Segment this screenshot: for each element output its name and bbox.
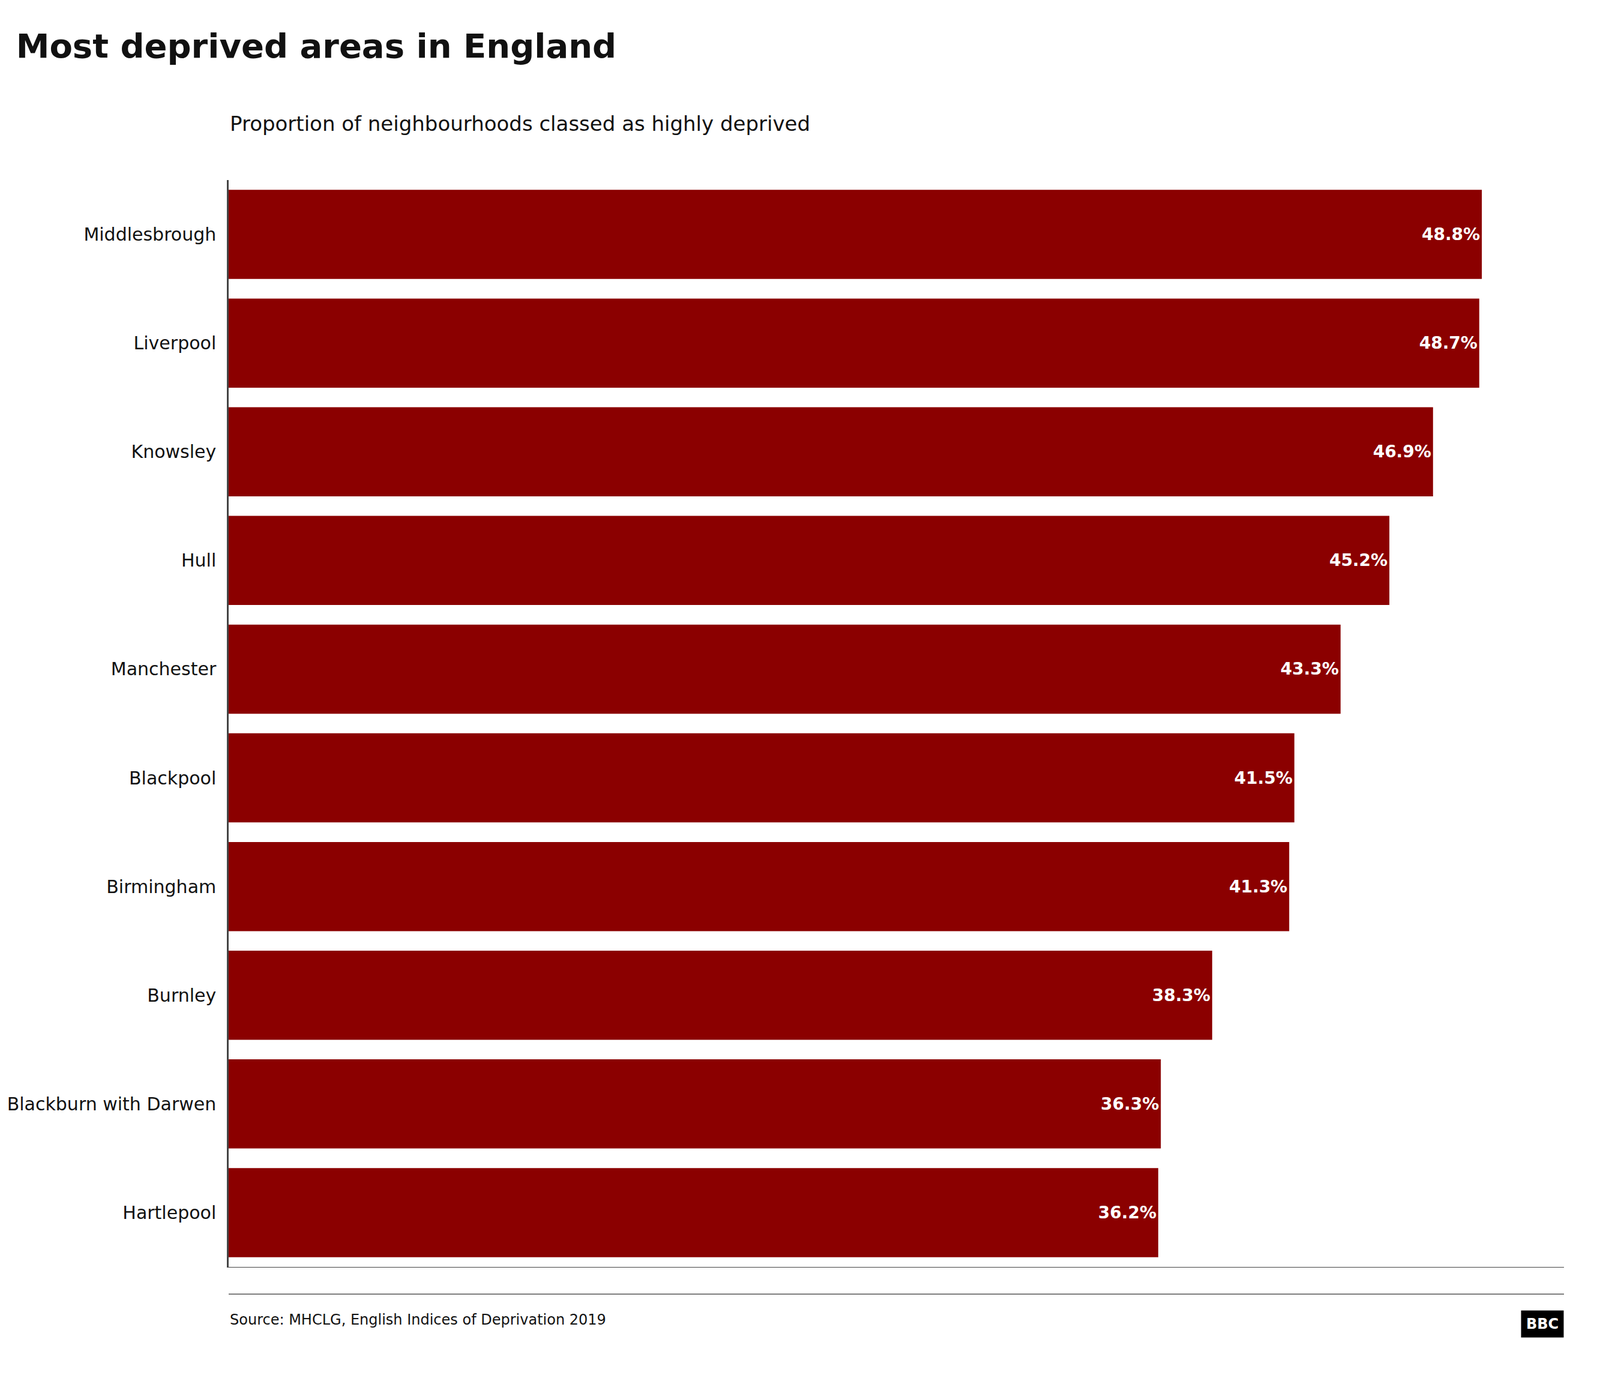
- svg-text:Birmingham: Birmingham: [106, 876, 217, 898]
- svg-text:36.2%: 36.2%: [1098, 1202, 1157, 1223]
- svg-text:41.5%: 41.5%: [1234, 768, 1293, 788]
- svg-text:Blackburn with Darwen: Blackburn with Darwen: [7, 1093, 217, 1115]
- svg-text:Proportion of neighbourhoods c: Proportion of neighbourhoods classed as …: [229, 111, 811, 136]
- svg-text:36.3%: 36.3%: [1100, 1094, 1159, 1114]
- svg-text:Liverpool: Liverpool: [133, 332, 217, 354]
- svg-text:38.3%: 38.3%: [1152, 985, 1211, 1006]
- svg-text:45.2%: 45.2%: [1329, 550, 1388, 571]
- svg-text:48.8%: 48.8%: [1421, 224, 1480, 245]
- svg-text:Hartlepool: Hartlepool: [122, 1202, 217, 1224]
- svg-text:Blackpool: Blackpool: [129, 767, 217, 789]
- svg-text:Most deprived areas in England: Most deprived areas in England: [16, 26, 617, 66]
- svg-text:43.3%: 43.3%: [1280, 658, 1339, 679]
- svg-text:Burnley: Burnley: [147, 984, 217, 1006]
- svg-text:Knowsley: Knowsley: [130, 441, 217, 463]
- svg-text:Source: MHCLG, English Indices: Source: MHCLG, English Indices of Depriv…: [229, 1311, 607, 1329]
- svg-text:Middlesbrough: Middlesbrough: [83, 223, 217, 245]
- svg-text:Hull: Hull: [181, 549, 217, 571]
- svg-text:48.7%: 48.7%: [1419, 333, 1478, 353]
- svg-text:41.3%: 41.3%: [1229, 876, 1288, 897]
- svg-text:BBC: BBC: [1526, 1315, 1559, 1333]
- svg-text:46.9%: 46.9%: [1373, 441, 1432, 462]
- svg-text:Manchester: Manchester: [111, 658, 217, 680]
